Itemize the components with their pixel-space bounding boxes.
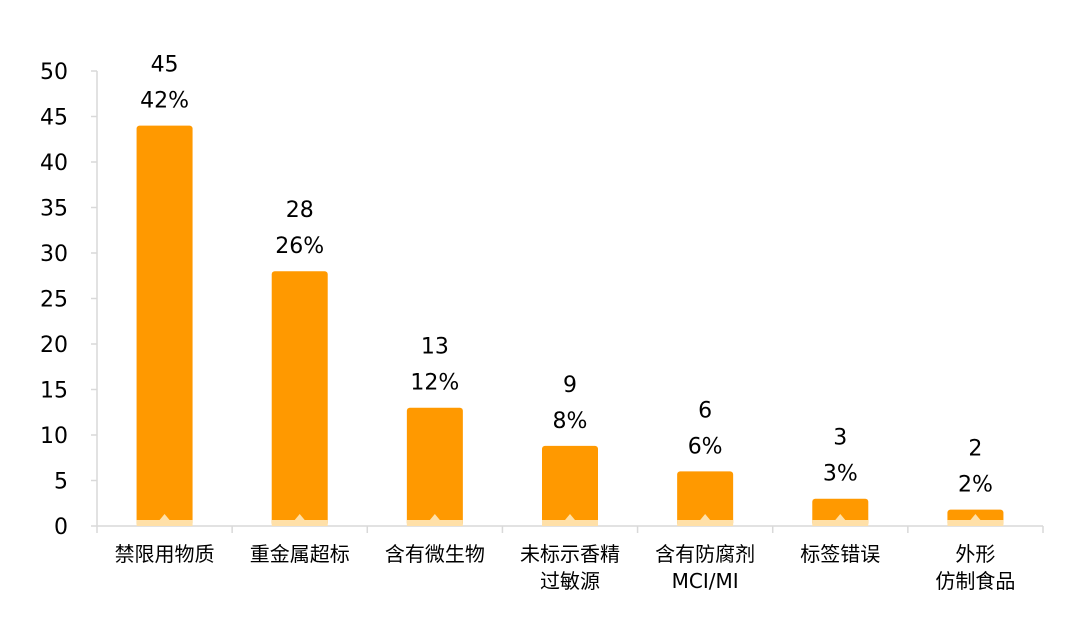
bar-value-label: 6	[698, 398, 712, 423]
bar-percent-label: 6%	[688, 434, 723, 459]
x-category-label: 重金属超标	[250, 542, 350, 566]
bar-base-strip	[542, 520, 598, 526]
bar-base-marker	[159, 514, 170, 520]
bar-base-marker	[565, 514, 575, 520]
bar-base-marker	[835, 514, 846, 520]
bar-base-strip	[947, 520, 1004, 526]
bar	[677, 471, 734, 526]
value-labels: 42% 45 26% 28 12% 13 8% 9 6% 6 3% 3 2% 2	[140, 53, 993, 498]
bar-value-label: 3	[833, 426, 847, 451]
bar-value-label: 9	[563, 373, 577, 398]
bar-base-marker	[294, 514, 305, 520]
x-category-label: 过敏源	[540, 569, 600, 593]
y-tick-label: 0	[54, 515, 68, 540]
bar-value-label: 2	[968, 437, 982, 462]
bar-base-marker	[970, 514, 981, 520]
bar-base-marker	[429, 514, 440, 520]
x-category-label: 含有防腐剂	[655, 542, 755, 566]
y-tick-label: 20	[40, 333, 68, 358]
y-tick-labels: 0 5 10 15 20 25 30 35 40 45 50	[40, 60, 68, 540]
bar-percent-label: 3%	[823, 462, 858, 487]
bar-value-label: 45	[151, 53, 179, 78]
bar-percent-label: 8%	[553, 409, 588, 434]
bars	[136, 125, 1004, 526]
bar-percent-label: 12%	[410, 371, 459, 396]
bar	[812, 498, 869, 526]
y-tick-label: 25	[40, 288, 68, 313]
x-category-label: 禁限用物质	[115, 542, 215, 566]
bar-percent-label: 42%	[140, 89, 189, 114]
y-tick-label: 10	[40, 424, 68, 449]
bar-percent-label: 2%	[958, 473, 993, 498]
bar-base-strip	[677, 520, 734, 526]
bar-base-strip	[136, 520, 193, 526]
y-tick-label: 15	[40, 379, 68, 404]
y-tick-label: 30	[40, 242, 68, 267]
x-category-label: 外形	[955, 542, 995, 566]
x-category-label: 未标示香精	[520, 542, 620, 566]
bar	[136, 125, 193, 526]
y-tick-label: 50	[40, 60, 68, 85]
bar-base-strip	[812, 520, 869, 526]
bar-base-strip	[406, 520, 463, 526]
x-category-label: 含有微生物	[385, 542, 485, 566]
y-tick-label: 5	[54, 470, 68, 495]
bar-percent-label: 26%	[275, 234, 324, 259]
bar	[406, 407, 463, 526]
x-category-label: 仿制食品	[935, 569, 1015, 593]
bar-value-label: 28	[286, 198, 314, 223]
y-tick-label: 45	[40, 106, 68, 131]
y-tick-label: 40	[40, 151, 68, 176]
x-category-label: MCI/MI	[672, 569, 739, 593]
bar	[542, 445, 598, 526]
y-tick-label: 35	[40, 197, 68, 222]
bar-value-label: 13	[421, 335, 449, 360]
x-category-label: 标签错误	[800, 542, 880, 566]
bar-base-marker	[700, 514, 711, 520]
bar	[271, 271, 328, 526]
bar-base-strip	[271, 520, 328, 526]
